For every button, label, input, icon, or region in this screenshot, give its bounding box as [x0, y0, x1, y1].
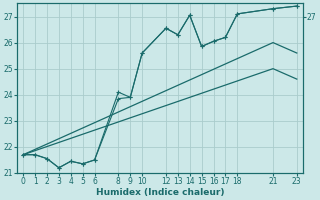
X-axis label: Humidex (Indice chaleur): Humidex (Indice chaleur): [96, 188, 224, 197]
